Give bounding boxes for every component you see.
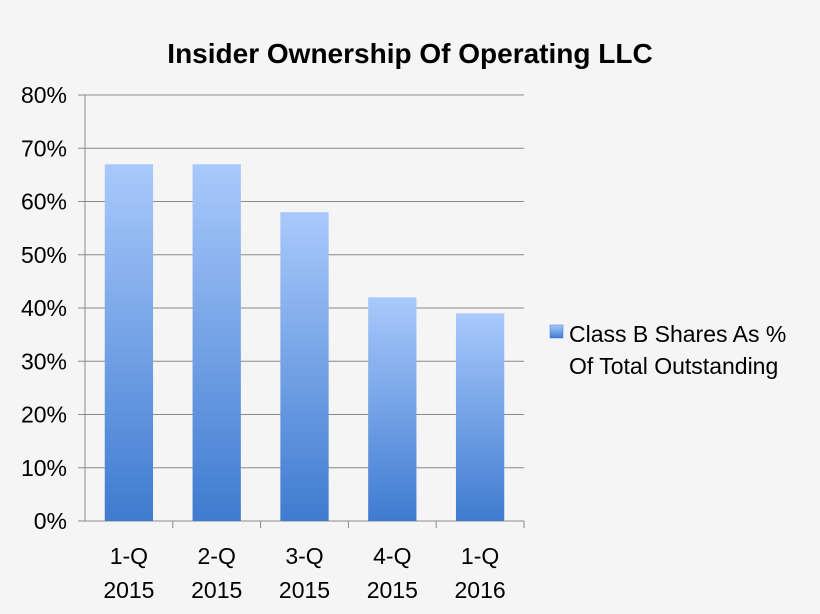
y-tick-label: 20% [21, 402, 67, 428]
x-tick-label: 1-Q 2016 [455, 543, 506, 603]
bars [104, 164, 505, 521]
bar [368, 297, 417, 521]
y-tick-label: 60% [21, 189, 67, 215]
x-tick-label: 3-Q 2015 [279, 543, 330, 603]
y-tick-label: 70% [21, 135, 67, 161]
y-tick-label: 50% [21, 242, 67, 268]
bar [455, 313, 505, 521]
y-tick-label: 30% [21, 348, 67, 374]
y-tick-label: 80% [21, 82, 67, 108]
y-tick-label: 40% [21, 295, 67, 321]
chart-title: Insider Ownership Of Operating LLC [167, 38, 652, 69]
x-tick-label: 1-Q 2015 [103, 543, 154, 603]
bar [280, 212, 329, 521]
bar [104, 164, 154, 521]
x-axis-ticks: 1-Q 2015 2-Q 2015 3-Q 2015 4-Q 2015 1-Q 2016 [103, 543, 505, 603]
x-tick-label: 2-Q 2015 [191, 543, 242, 603]
legend-label: Class B Shares As % Of Total Outstanding [569, 321, 786, 379]
legend-swatch [549, 324, 564, 339]
y-tick-label: 0% [34, 508, 67, 534]
y-tick-label: 10% [21, 455, 67, 481]
x-tick-label: 4-Q 2015 [367, 543, 418, 603]
y-axis-ticks: 0% 10% 20% 30% 40% 50% 60% 70% 80% [21, 82, 67, 534]
legend: Class B Shares As % Of Total Outstanding [549, 321, 786, 379]
bar [192, 164, 241, 521]
